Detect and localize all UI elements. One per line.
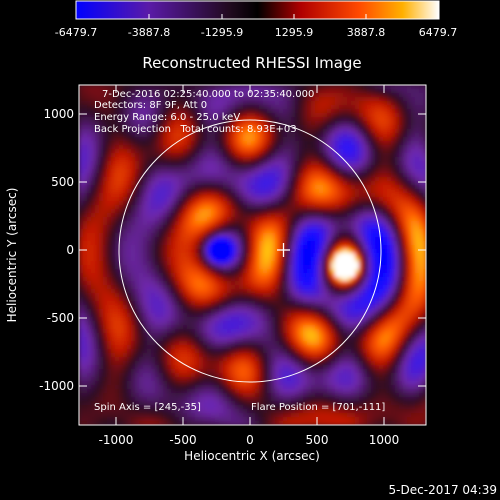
colorbar-gradient [75,0,440,20]
y-axis-label: Heliocentric Y (arcsec) [5,188,19,323]
x-tick-label: -1000 [99,433,134,447]
y-tick-label: -500 [47,311,74,325]
y-axis-ticks [79,113,426,387]
colorbar-tick-label: -6479.7 [55,26,97,39]
x-tick-label: 0 [246,433,254,447]
x-tick-label: 500 [306,433,329,447]
spin-axis-crosshair [277,243,290,257]
colorbar-tick-marks [75,14,439,19]
plot-frame [78,84,427,426]
colorbar-tick-label: 6479.7 [419,26,458,39]
x-tick-label: -500 [169,433,196,447]
solar-limb-circle [118,119,382,383]
y-tick-label: 1000 [43,107,74,121]
fringe-pattern [79,85,426,425]
spin-axis-label: Spin Axis = [245,-35] [94,402,201,413]
x-axis-ticks [115,85,385,425]
x-tick-label: 1000 [369,433,400,447]
y-tick-label: -1000 [39,379,74,393]
colorbar-tick-label: -3887.8 [128,26,170,39]
info-energy-range: Energy Range: 6.0 - 25.0 keV [94,112,240,123]
flare-position-label: Flare Position = [701,-111] [251,402,385,413]
colorbar-tick-label: 1295.9 [275,26,314,39]
plot-area [79,85,426,425]
footer-timestamp: 5-Dec-2017 04:39 [389,483,497,497]
info-time-range: 7-Dec-2016 02:25:40.000 to 02:35:40.000 [102,89,314,100]
y-tick-label: 500 [51,175,74,189]
info-method-counts: Back Projection Total counts: 8.93E+03 [94,124,297,135]
colorbar-tick-label: -1295.9 [201,26,243,39]
x-axis-label: Heliocentric X (arcsec) [184,449,320,463]
colorbar-tick-label: 3887.8 [347,26,386,39]
plot-title: Reconstructed RHESSI Image [142,54,361,72]
colorbar: -6479.7 -3887.8 -1295.9 1295.9 3887.8 64… [55,0,458,39]
info-detectors: Detectors: 8F 9F, Att 0 [94,100,207,111]
y-tick-label: 0 [66,243,74,257]
